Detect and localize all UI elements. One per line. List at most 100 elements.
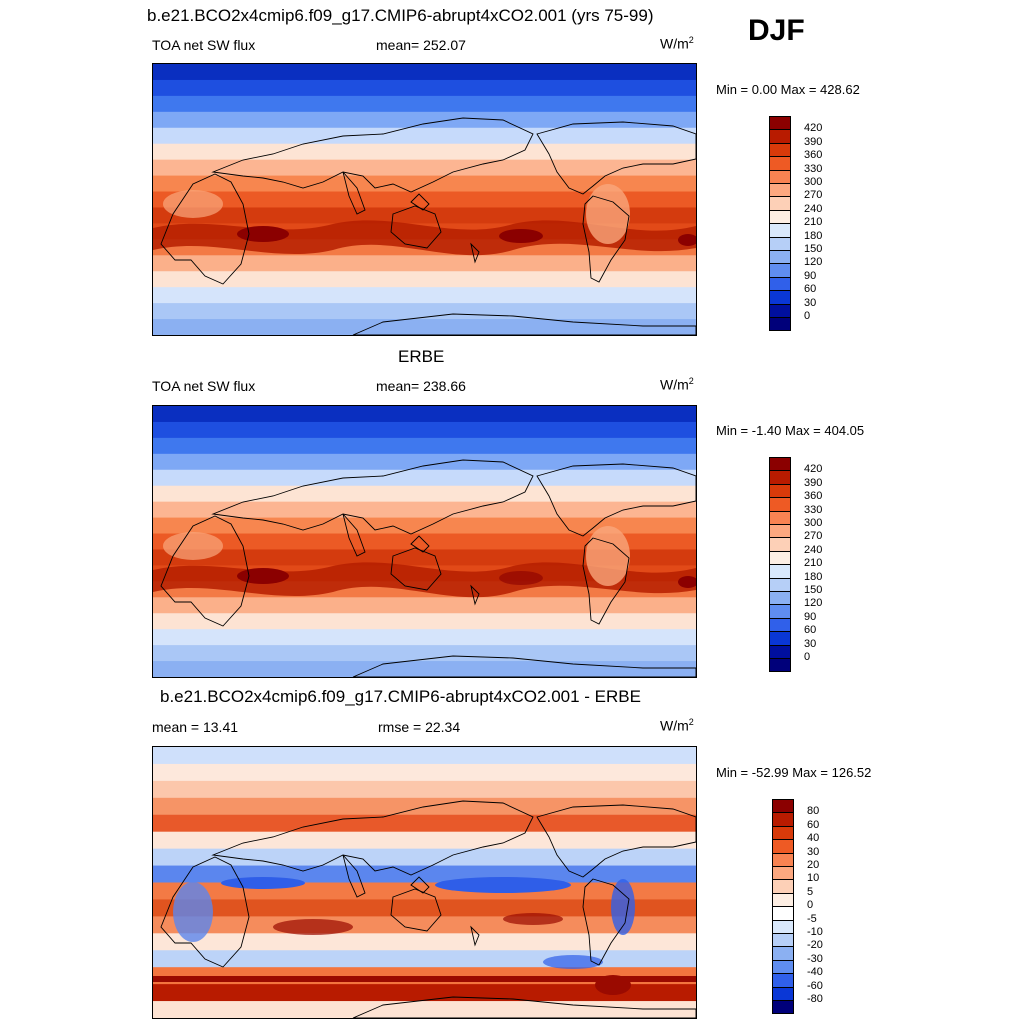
colorbar-swatch xyxy=(772,986,794,1001)
colorbar-swatch xyxy=(769,290,791,305)
colorbar-level-label: 360 xyxy=(804,149,823,162)
colorbar-level-label: 90 xyxy=(804,610,817,623)
colorbar-level-label: 120 xyxy=(804,256,823,269)
colorbar-level-label: 30 xyxy=(804,296,817,309)
colorbar-level-label: 420 xyxy=(804,122,823,135)
colorbar-swatch xyxy=(769,457,791,472)
colorbar-level-label: 40 xyxy=(807,832,820,845)
colorbar-level-label: 330 xyxy=(804,162,823,175)
colorbar-swatch xyxy=(769,263,791,278)
colorbar-swatch xyxy=(769,497,791,512)
panel-1-mean: mean= 252.07 xyxy=(376,37,466,53)
colorbar-level-label: 210 xyxy=(804,216,823,229)
colorbar-swatch xyxy=(769,564,791,579)
panel-1-map xyxy=(152,63,697,336)
colorbar-swatch xyxy=(769,250,791,265)
panel-3-rmse: rmse = 22.34 xyxy=(378,719,461,735)
colorbar-level-label: 390 xyxy=(804,476,823,489)
colorbar-level-label: 10 xyxy=(807,872,820,885)
colorbar-swatch xyxy=(772,973,794,988)
colorbar-level-label: 0 xyxy=(804,310,811,322)
panel-3-map xyxy=(152,746,697,1019)
colorbar-level-label: 80 xyxy=(807,805,820,818)
panel-1-units: W/m2 xyxy=(660,35,694,52)
panel-3-minmax: Min = -52.99 Max = 126.52 xyxy=(716,765,872,780)
colorbar-swatch xyxy=(769,631,791,646)
colorbar-swatch xyxy=(772,919,794,934)
colorbar-swatch xyxy=(772,799,794,814)
colorbar-level-label: -10 xyxy=(807,926,823,938)
colorbar-swatch xyxy=(769,483,791,499)
colorbar-swatch xyxy=(769,129,791,144)
colorbar-swatch xyxy=(769,577,791,592)
colorbar-swatch xyxy=(769,524,791,539)
colorbar-level-label: 420 xyxy=(804,463,823,476)
colorbar-level-label: 60 xyxy=(804,624,817,637)
colorbar-swatch xyxy=(772,852,794,867)
colorbar-swatch xyxy=(769,156,791,171)
colorbar-level-label: -20 xyxy=(807,939,823,952)
colorbar-swatch xyxy=(772,946,794,961)
colorbar-level-label: 150 xyxy=(804,243,823,255)
colorbar-level-label: 120 xyxy=(804,597,823,610)
colorbar-swatch xyxy=(769,644,791,659)
colorbar-level-label: -60 xyxy=(807,979,823,992)
colorbar-level-label: 90 xyxy=(804,269,817,282)
colorbar-swatch xyxy=(769,591,791,606)
colorbar-swatch xyxy=(769,236,791,251)
colorbar-swatch xyxy=(769,169,791,184)
colorbar-level-label: 60 xyxy=(804,283,817,296)
colorbar-swatch xyxy=(769,510,791,525)
colorbar-swatch xyxy=(769,604,791,619)
colorbar-swatch xyxy=(772,839,794,854)
panel-3-map-field xyxy=(153,747,696,1018)
colorbar-swatch xyxy=(769,303,791,318)
colorbar-level-label: 150 xyxy=(804,584,823,596)
colorbar-swatch xyxy=(772,959,794,975)
colorbar-swatch xyxy=(769,116,791,131)
colorbar-swatch xyxy=(772,892,794,908)
colorbar-swatch xyxy=(769,209,791,225)
panel-2-minmax: Min = -1.40 Max = 404.05 xyxy=(716,423,865,438)
colorbar-level-label: 390 xyxy=(804,135,823,148)
panel-2-units: W/m2 xyxy=(660,376,694,393)
panel-2-variable: TOA net SW flux xyxy=(152,378,256,394)
colorbar-level-label: -80 xyxy=(807,993,823,1005)
colorbar-level-label: 30 xyxy=(804,637,817,650)
colorbar-swatch xyxy=(769,658,791,673)
panel-1-map-field xyxy=(153,64,696,335)
colorbar-level-label: 30 xyxy=(807,845,820,858)
colorbar-swatch xyxy=(769,276,791,292)
colorbar-swatch xyxy=(772,879,794,894)
colorbar-swatch xyxy=(769,470,791,485)
colorbar-level-label: 210 xyxy=(804,557,823,570)
colorbar-swatch xyxy=(772,812,794,827)
colorbar-swatch xyxy=(769,550,791,566)
colorbar-level-label: 240 xyxy=(804,543,823,556)
panel-2-mean: mean= 238.66 xyxy=(376,378,466,394)
colorbar-level-label: 300 xyxy=(804,517,823,529)
colorbar-level-label: 270 xyxy=(804,189,823,202)
colorbar-level-label: 5 xyxy=(807,885,814,898)
colorbar-swatch xyxy=(769,537,791,552)
colorbar-swatch xyxy=(772,825,794,841)
panel-2-map xyxy=(152,405,697,678)
colorbar-swatch xyxy=(769,223,791,238)
panel-3-title: b.e21.BCO2x4cmip6.f09_g17.CMIP6-abrupt4x… xyxy=(160,687,641,706)
colorbar-level-label: 20 xyxy=(807,859,820,871)
colorbar-level-label: 0 xyxy=(807,899,814,912)
panel-2-map-field xyxy=(153,406,696,677)
panel-1-title: b.e21.BCO2x4cmip6.f09_g17.CMIP6-abrupt4x… xyxy=(147,6,654,25)
colorbar-level-label: 180 xyxy=(804,570,823,583)
colorbar-level-label: 270 xyxy=(804,530,823,543)
colorbar-level-label: 360 xyxy=(804,490,823,503)
colorbar-level-label: -40 xyxy=(807,966,823,979)
colorbar-level-label: 240 xyxy=(804,202,823,215)
colorbar-level-label: -5 xyxy=(807,912,817,925)
colorbar-swatch xyxy=(772,1000,794,1015)
colorbar-swatch xyxy=(769,142,791,158)
colorbar-swatch xyxy=(769,617,791,633)
colorbar-swatch xyxy=(769,317,791,332)
panel-3-mean: mean = 13.41 xyxy=(152,719,239,735)
colorbar-level-label: 300 xyxy=(804,176,823,188)
